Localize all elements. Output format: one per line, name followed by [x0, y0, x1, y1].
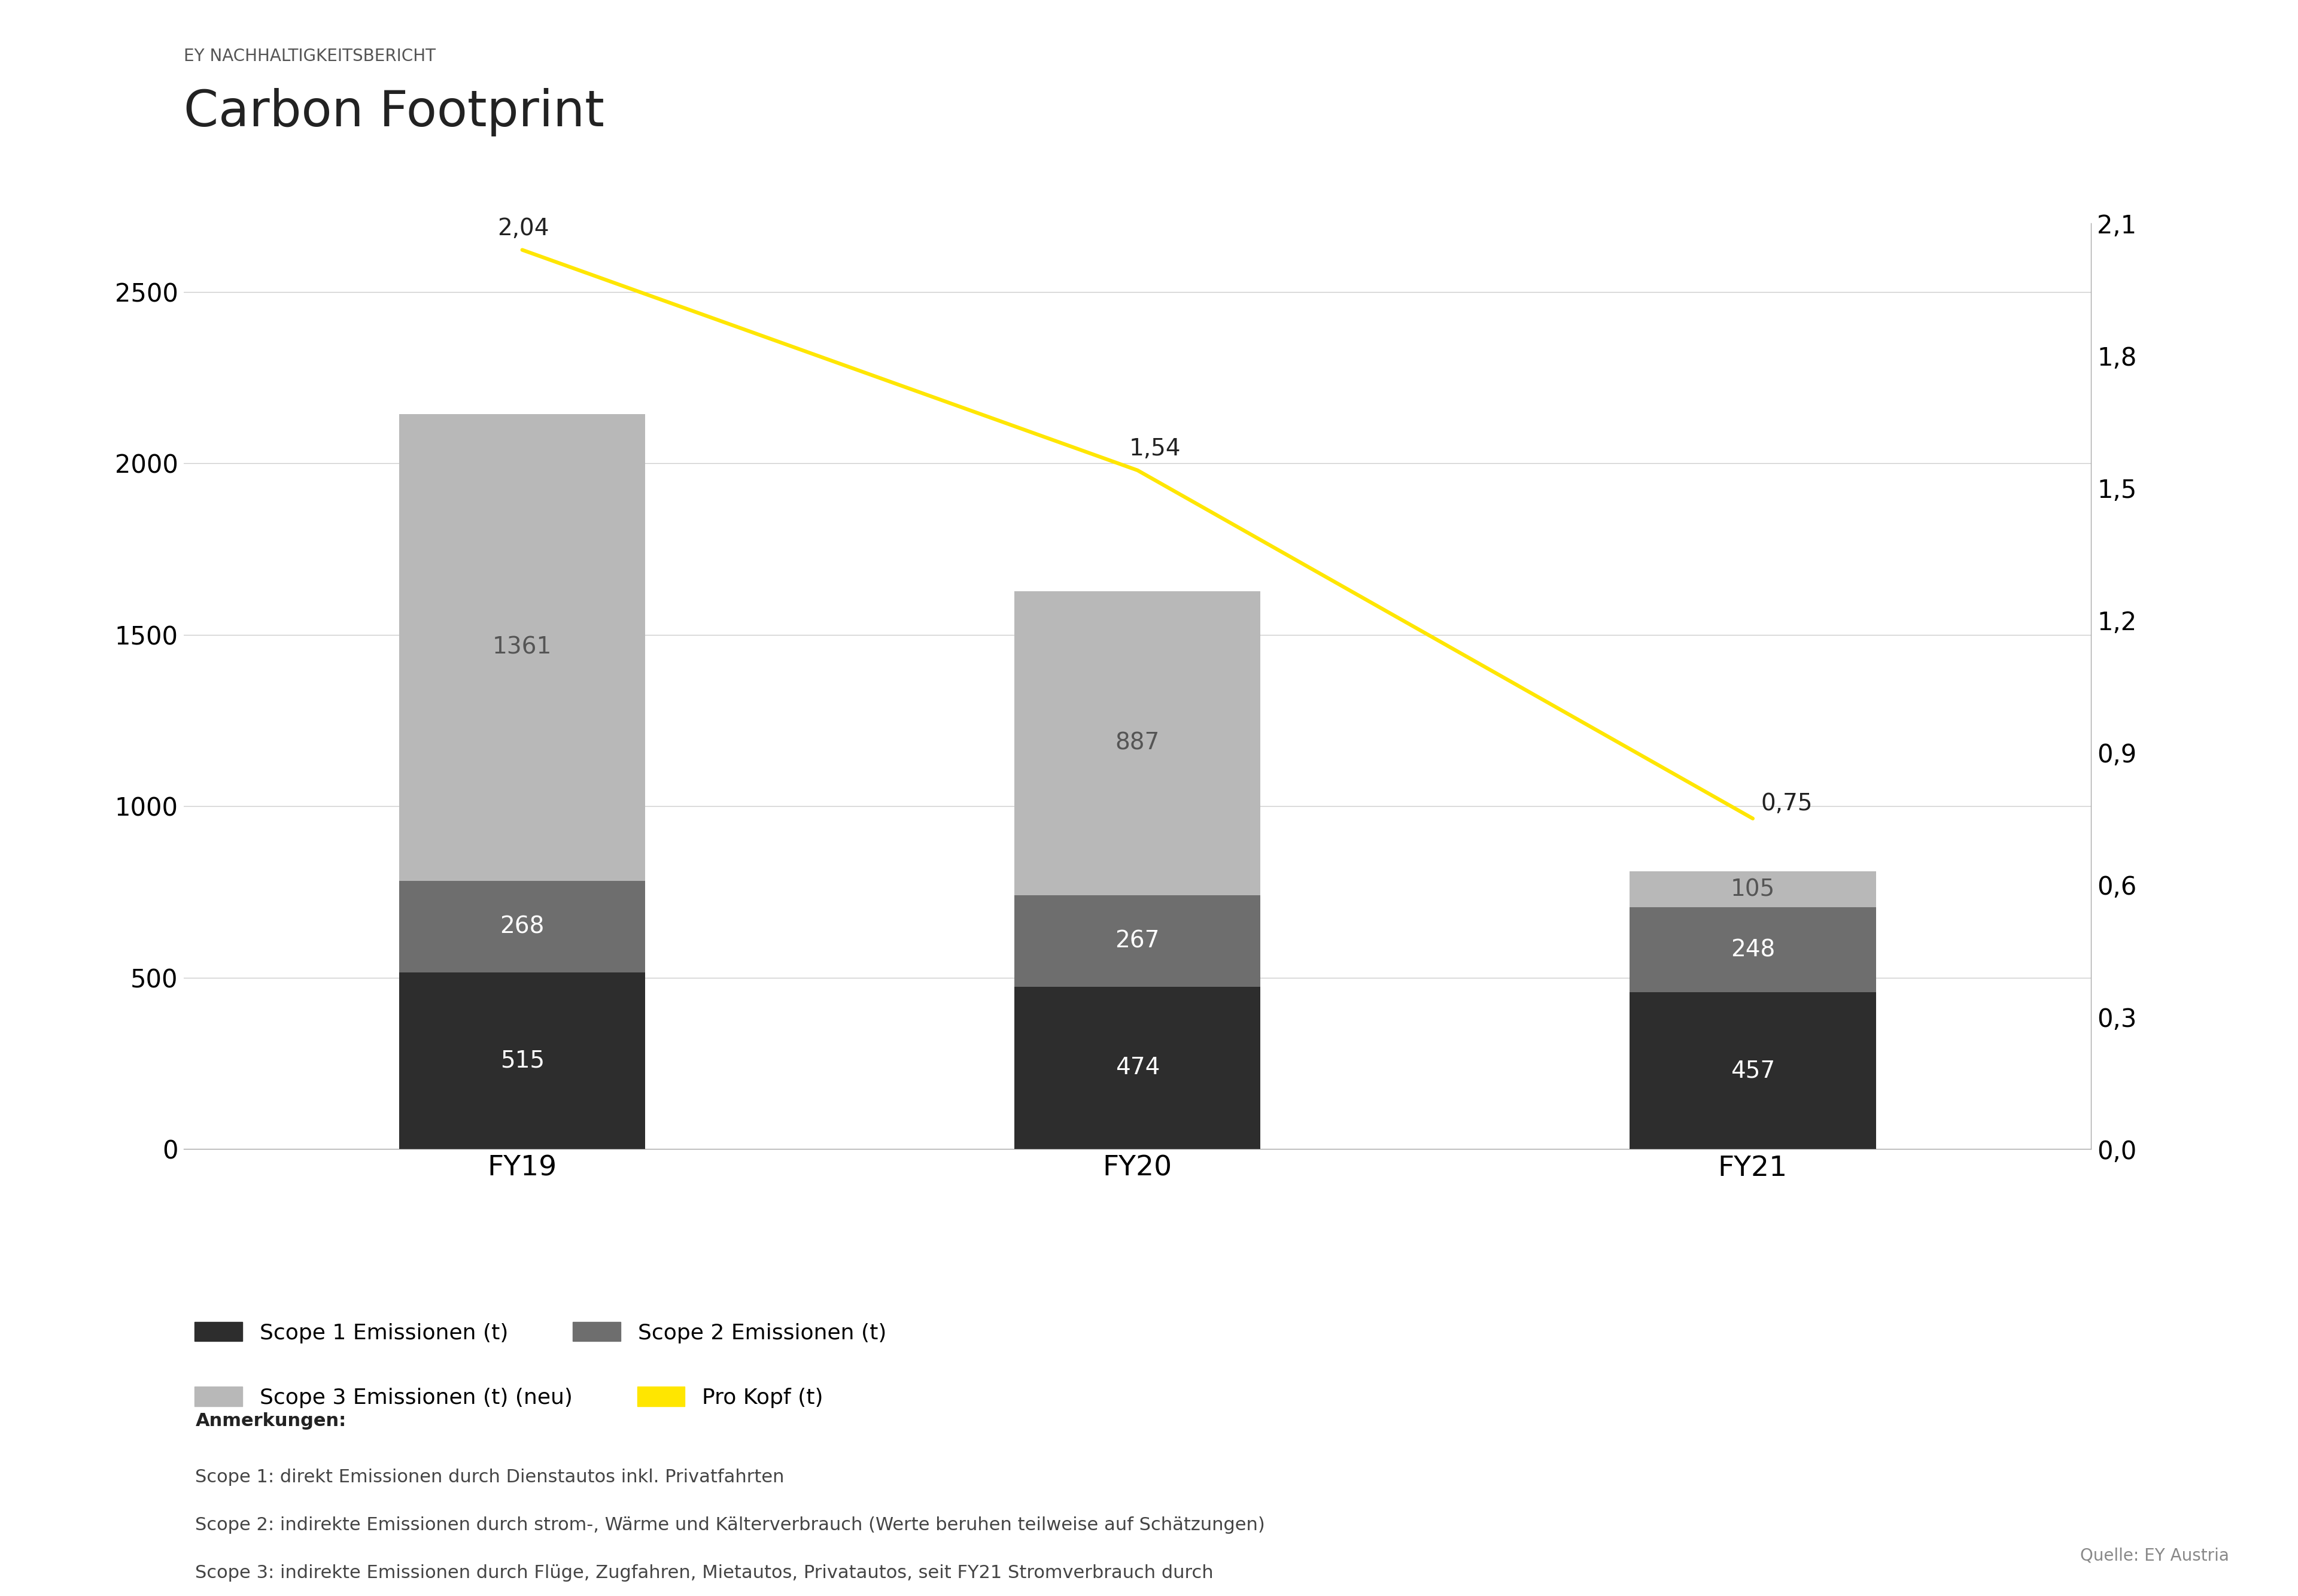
- Text: 1,54: 1,54: [1128, 437, 1181, 460]
- Text: Carbon Footprint: Carbon Footprint: [184, 88, 604, 136]
- Bar: [1629, 993, 1875, 1149]
- Text: Scope 1: direkt Emissionen durch Dienstautos inkl. Privatfahrten: Scope 1: direkt Emissionen durch Diensta…: [195, 1468, 784, 1486]
- Text: 2,04: 2,04: [496, 217, 549, 239]
- Bar: [1013, 895, 1262, 986]
- Bar: [400, 972, 646, 1149]
- Text: 268: 268: [501, 915, 545, 938]
- Text: EY NACHHALTIGKEITSBERICHT: EY NACHHALTIGKEITSBERICHT: [184, 48, 437, 64]
- Text: 267: 267: [1115, 929, 1160, 953]
- Text: 248: 248: [1730, 938, 1774, 961]
- Bar: [400, 881, 646, 972]
- Text: Scope 3: indirekte Emissionen durch Flüge, Zugfahren, Mietautos, Privatautos, se: Scope 3: indirekte Emissionen durch Flüg…: [195, 1564, 1213, 1582]
- Text: 474: 474: [1115, 1057, 1160, 1079]
- Bar: [1013, 591, 1262, 895]
- Text: 105: 105: [1730, 878, 1774, 900]
- Bar: [1629, 871, 1875, 908]
- Text: 887: 887: [1115, 731, 1160, 755]
- Text: Quelle: EY Austria: Quelle: EY Austria: [2080, 1548, 2229, 1564]
- Text: 1361: 1361: [492, 635, 552, 659]
- Text: 457: 457: [1730, 1060, 1774, 1082]
- Legend: Scope 3 Emissionen (t) (neu), Pro Kopf (t): Scope 3 Emissionen (t) (neu), Pro Kopf (…: [195, 1387, 823, 1408]
- Text: Scope 2: indirekte Emissionen durch strom-, Wärme und Kälterverbrauch (Werte ber: Scope 2: indirekte Emissionen durch stro…: [195, 1516, 1266, 1534]
- Bar: [1013, 986, 1262, 1149]
- Bar: [1629, 908, 1875, 993]
- Text: 515: 515: [501, 1050, 545, 1073]
- Text: Anmerkungen:: Anmerkungen:: [195, 1412, 347, 1430]
- Bar: [400, 413, 646, 881]
- Text: 0,75: 0,75: [1760, 792, 1813, 816]
